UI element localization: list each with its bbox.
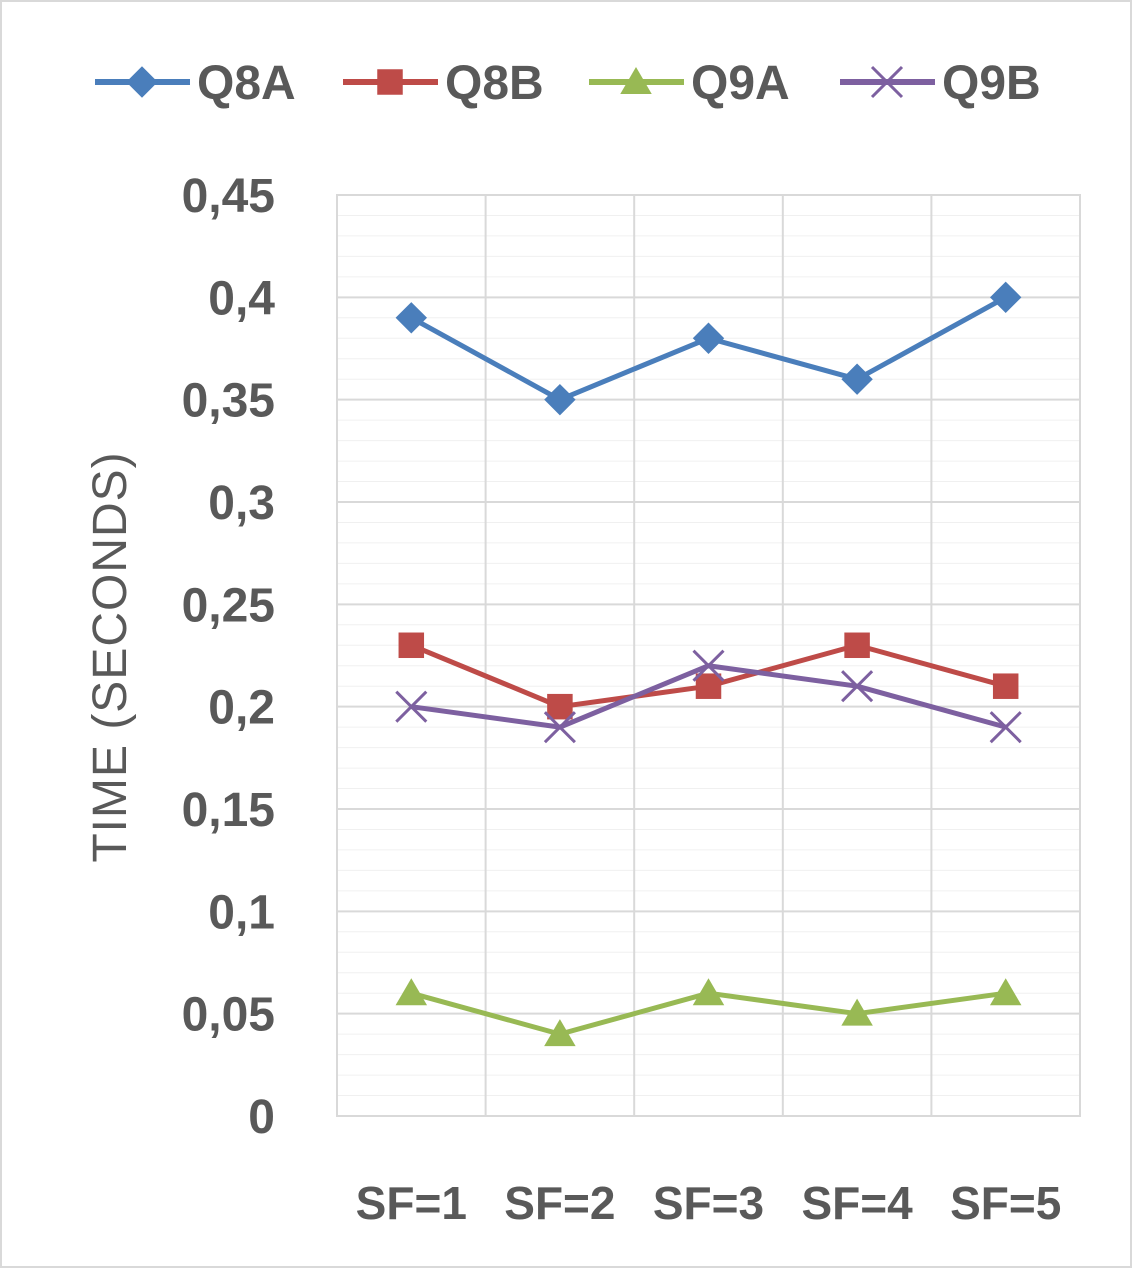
series-q8a [395,281,1022,416]
data-point-q9a [395,978,428,1006]
legend-label: Q9A [691,57,790,110]
data-point-q9b [989,711,1022,744]
y-tick-label: 0,3 [208,477,275,530]
data-point-q9b [395,690,428,723]
y-tick-label: 0,45 [182,170,275,223]
legend-item-q8a: Q8A [95,57,296,110]
y-tick-label: 0 [248,1091,275,1144]
data-point-q9a [841,998,873,1026]
x-tick-label: SF=5 [950,1177,1061,1229]
x-tick-label: SF=2 [504,1177,615,1229]
y-tick-label: 0,25 [182,579,275,632]
data-point-q8a [841,363,873,395]
data-point-q9a [544,1019,576,1047]
legend-label: Q8B [445,57,544,110]
data-point-q8b [547,693,573,720]
series-q9a [395,978,1022,1047]
legend-label: Q9B [942,57,1041,110]
x-axis-tick-labels: SF=1 SF=2 SF=3 SF=4 SF=5 [356,1177,1062,1229]
series-q9b [395,649,1022,744]
y-tick-label: 0,4 [208,272,275,325]
data-point-q9a [989,978,1022,1006]
legend-marker [870,65,904,99]
data-point-q8b [398,632,425,659]
data-point-q9a [692,978,725,1006]
data-point-q9b [841,670,874,703]
legend-item-q9a: Q9A [589,57,790,110]
series-layer [395,281,1022,1047]
legend: Q8A Q8B Q9A Q9B [95,57,1041,110]
data-point-q8b [844,632,870,659]
x-tick-label: SF=4 [801,1177,913,1229]
data-point-q9b [692,649,725,682]
x-tick-label: SF=1 [356,1177,467,1229]
plot-area-border [336,194,1081,1117]
data-point-q8a [544,383,576,416]
legend-marker [620,67,652,94]
y-tick-label: 0,05 [182,989,275,1042]
legend-item-q8b: Q8B [343,57,544,110]
y-tick-label: 0,1 [208,886,275,939]
data-point-q8a [989,281,1022,314]
data-point-q8b [992,673,1019,699]
y-axis-title: TIME (SECONDS) [84,451,137,862]
legend-item-q9b: Q9B [840,57,1041,110]
y-axis-tick-labels: 0 0,05 0,1 0,15 0,2 0,25 0,3 0,35 0,4 0,45 [182,170,276,1144]
y-tick-label: 0,15 [182,784,275,837]
data-point-q8b [695,673,722,699]
data-point-q9b [543,711,576,744]
data-point-q8a [395,302,428,334]
legend-label: Q8A [197,57,296,110]
series-q8b [398,632,1019,720]
data-point-q8a [692,322,725,354]
y-tick-label: 0,35 [182,375,275,428]
legend-marker [377,69,403,95]
vertical-gridlines [484,195,933,1116]
x-tick-label: SF=3 [653,1177,764,1229]
y-tick-label: 0,2 [208,682,275,735]
legend-marker [126,66,158,98]
